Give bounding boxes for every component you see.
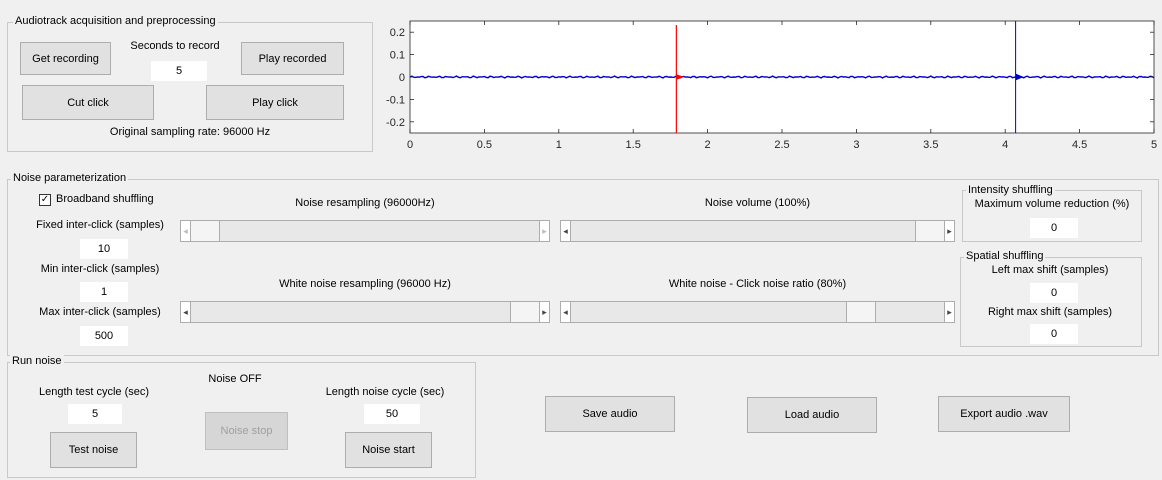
test-noise-button[interactable]: Test noise (50, 432, 137, 468)
waveform-chart: 0 0.5 1 1.5 2 2.5 3 3.5 4 4.5 5 0.2 0.1 0 -0.1 -0.2 (386, 20, 1157, 151)
slider-right-arrow-icon[interactable]: ▸ (944, 221, 954, 241)
seconds-to-record-input[interactable]: 5 (151, 61, 207, 81)
slider-thumb[interactable] (510, 302, 540, 322)
broadband-shuffling-label: Broadband shuffling (56, 193, 154, 205)
max-volume-reduction-label: Maximum volume reduction (%) (974, 198, 1130, 210)
sampling-rate-label: Original sampling rate: 96000 Hz (109, 126, 271, 138)
export-audio-button[interactable]: Export audio .wav (938, 396, 1070, 432)
run-noise-title: Run noise (10, 355, 64, 367)
x-tick-label: 2 (705, 139, 711, 151)
right-max-shift-input[interactable]: 0 (1030, 324, 1078, 344)
x-tick-label: 5 (1151, 139, 1157, 151)
slider-left-arrow-icon[interactable]: ◂ (561, 302, 571, 322)
length-test-cycle-input[interactable]: 5 (68, 404, 122, 424)
get-recording-button[interactable]: Get recording (20, 42, 111, 75)
cut-click-button[interactable]: Cut click (22, 85, 154, 120)
save-audio-button[interactable]: Save audio (545, 396, 675, 432)
y-tick-label: -0.1 (386, 94, 405, 106)
white-noise-resampling-label: White noise resampling (96000 Hz) (279, 278, 451, 290)
slider-thumb[interactable] (915, 221, 945, 241)
slider-left-arrow-icon[interactable]: ◂ (561, 221, 571, 241)
white-click-ratio-slider[interactable]: ◂ ▸ (560, 301, 955, 323)
noise-resampling-label: Noise resampling (96000Hz) (295, 197, 435, 209)
length-noise-cycle-input[interactable]: 50 (364, 404, 420, 424)
slider-right-arrow-icon[interactable]: ▸ (944, 302, 954, 322)
x-tick-label: 0 (407, 139, 413, 151)
noise-panel-title: Noise parameterization (11, 172, 129, 184)
x-tick-label: 4 (1002, 139, 1008, 151)
acquisition-panel-title: Audiotrack acquisition and preprocessing (13, 15, 218, 27)
min-inter-click-label: Min inter-click (samples) (40, 263, 160, 275)
max-inter-click-input[interactable]: 500 (80, 326, 128, 346)
load-audio-button[interactable]: Load audio (747, 397, 877, 433)
slider-thumb[interactable] (190, 221, 220, 241)
noise-volume-slider[interactable]: ◂ ▸ (560, 220, 955, 242)
slider-left-arrow-icon[interactable]: ◂ (181, 302, 191, 322)
fixed-inter-click-label: Fixed inter-click (samples) (36, 219, 164, 231)
red-click-burst (676, 74, 685, 80)
fixed-inter-click-input[interactable]: 10 (80, 239, 128, 259)
y-tick-label: -0.2 (386, 117, 405, 129)
spatial-shuffling-panel (960, 257, 1142, 347)
min-inter-click-input[interactable]: 1 (80, 282, 128, 302)
intensity-shuffling-title: Intensity shuffling (966, 184, 1055, 196)
y-tick-label: 0.1 (390, 50, 405, 62)
max-volume-reduction-input[interactable]: 0 (1030, 218, 1078, 238)
slider-right-arrow-icon[interactable]: ▸ (539, 221, 549, 241)
x-tick-label: 0.5 (477, 139, 492, 151)
x-tick-label: 4.5 (1072, 139, 1087, 151)
noise-volume-label: Noise volume (100%) (704, 197, 811, 209)
left-max-shift-input[interactable]: 0 (1030, 283, 1078, 303)
y-tick-label: 0 (399, 72, 405, 84)
right-max-shift-label: Right max shift (samples) (987, 306, 1113, 318)
noise-resampling-slider[interactable]: ◂ ▸ (180, 220, 550, 242)
y-tick-label: 0.2 (390, 27, 405, 39)
waveform-line (409, 75, 1155, 79)
max-inter-click-label: Max inter-click (samples) (39, 306, 161, 318)
play-click-button[interactable]: Play click (206, 85, 344, 120)
run-noise-panel (7, 362, 476, 478)
slider-right-arrow-icon[interactable]: ▸ (539, 302, 549, 322)
white-noise-resampling-slider[interactable]: ◂ ▸ (180, 301, 550, 323)
noise-status-label: Noise OFF (208, 373, 262, 385)
play-recorded-button[interactable]: Play recorded (241, 42, 344, 75)
x-tick-label: 1.5 (626, 139, 641, 151)
white-click-ratio-label: White noise - Click noise ratio (80%) (668, 278, 847, 290)
x-tick-label: 1 (556, 139, 562, 151)
broadband-shuffling-checkbox[interactable]: ✓ (39, 194, 51, 206)
noise-stop-button[interactable]: Noise stop (205, 412, 288, 450)
noise-start-button[interactable]: Noise start (345, 432, 432, 468)
length-test-cycle-label: Length test cycle (sec) (38, 386, 150, 398)
x-tick-label: 3 (853, 139, 859, 151)
noise-panel (7, 179, 1159, 356)
blue-click-burst (1015, 73, 1024, 81)
x-tick-label: 2.5 (774, 139, 789, 151)
length-noise-cycle-label: Length noise cycle (sec) (325, 386, 445, 398)
spatial-shuffling-title: Spatial shuffling (964, 250, 1046, 262)
slider-thumb[interactable] (846, 302, 876, 322)
left-max-shift-label: Left max shift (samples) (991, 264, 1109, 276)
seconds-to-record-label: Seconds to record (130, 40, 220, 52)
x-tick-label: 3.5 (923, 139, 938, 151)
